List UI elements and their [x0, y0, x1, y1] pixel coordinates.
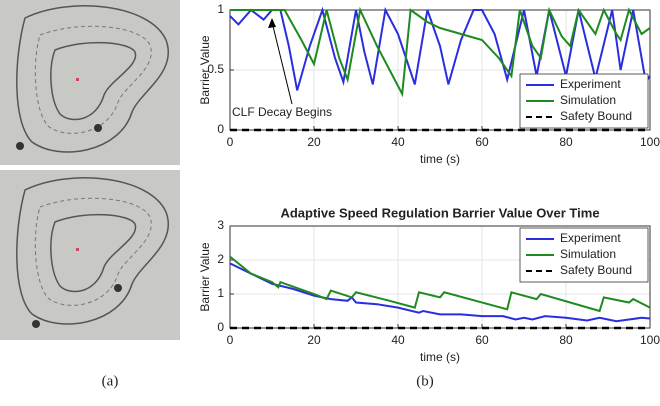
x-tick-label: 0	[227, 135, 234, 149]
panel-label: (a)	[102, 373, 119, 389]
legend-label: Simulation	[560, 247, 616, 261]
chart-title: Adaptive Speed Regulation Barrier Value …	[280, 205, 599, 220]
legend-label: Experiment	[560, 77, 621, 91]
x-tick-label: 100	[640, 333, 660, 347]
y-tick-label: 0	[217, 122, 224, 136]
x-tick-label: 60	[475, 333, 489, 347]
legend-label: Safety Bound	[560, 263, 632, 277]
photo-bottom	[0, 170, 180, 340]
annotation-arrowhead	[268, 18, 276, 28]
panel-label: (b)	[416, 373, 434, 389]
x-tick-label: 20	[307, 135, 321, 149]
series-line	[230, 255, 650, 313]
y-axis-label: Barrier Value	[198, 35, 212, 104]
x-tick-label: 0	[227, 333, 234, 347]
x-tick-label: 40	[391, 135, 405, 149]
legend-label: Experiment	[560, 231, 621, 245]
x-axis-label: time (s)	[420, 152, 460, 166]
series-line	[230, 6, 650, 98]
legend-label: Safety Bound	[560, 109, 632, 123]
photo-top	[0, 0, 180, 165]
y-axis-label: Barrier Value	[198, 242, 212, 311]
annotation: CLF Decay Begins	[232, 105, 332, 119]
x-tick-label: 100	[640, 135, 660, 149]
y-tick-label: 1	[217, 2, 224, 16]
x-tick-label: 60	[475, 135, 489, 149]
x-tick-label: 80	[559, 135, 573, 149]
y-tick-label: 3	[217, 218, 224, 232]
y-tick-label: 0.5	[207, 62, 224, 76]
y-tick-label: 0	[217, 320, 224, 334]
annotation-arrow	[271, 21, 293, 105]
x-tick-label: 20	[307, 333, 321, 347]
x-tick-label: 80	[559, 333, 573, 347]
y-tick-label: 1	[217, 286, 224, 300]
x-tick-label: 40	[391, 333, 405, 347]
y-tick-label: 2	[217, 252, 224, 266]
legend-label: Simulation	[560, 93, 616, 107]
x-axis-label: time (s)	[420, 350, 460, 364]
